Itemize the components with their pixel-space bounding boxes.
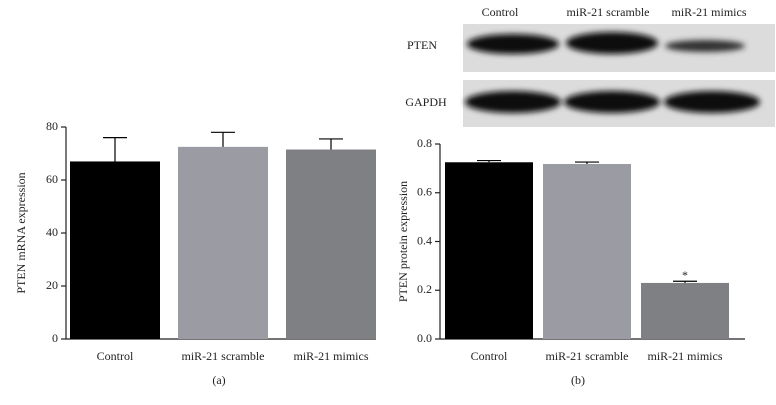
y-tick-label: 20	[46, 278, 58, 292]
x-tick-label: Control	[97, 349, 134, 363]
bar	[445, 162, 533, 339]
western-blot: Control miR-21 scramble miR-21 mimics PT…	[405, 5, 775, 127]
band	[465, 91, 561, 113]
y-tick-label: 80	[46, 119, 58, 133]
band	[467, 34, 559, 54]
lane-label: miR-21 mimics	[672, 5, 747, 19]
y-axis-label: PTEN mRNA expression	[14, 172, 28, 293]
y-tick-label: 0.2	[417, 282, 432, 296]
row-label: PTEN	[407, 38, 437, 52]
significance-marker: *	[682, 268, 688, 282]
y-tick-label: 0.4	[417, 233, 432, 247]
y-tick-label: 0.6	[417, 185, 432, 199]
row-label: GAPDH	[405, 95, 447, 109]
caption: (a)	[212, 373, 225, 387]
bar	[543, 163, 631, 339]
bar	[286, 149, 376, 339]
x-tick-label: miR-21 mimics	[648, 349, 723, 363]
y-tick-label: 0.0	[417, 331, 432, 345]
x-tick-label: miR-21 mimics	[294, 349, 369, 363]
band	[566, 32, 658, 54]
lane-label: miR-21 scramble	[567, 5, 650, 19]
y-axis-label: PTEN protein expression	[396, 181, 410, 302]
x-tick-label: Control	[471, 349, 508, 363]
y-tick-label: 0	[52, 331, 58, 345]
bar	[70, 161, 160, 339]
band	[564, 91, 660, 113]
bar	[641, 282, 729, 339]
x-tick-label: miR-21 scramble	[182, 349, 265, 363]
y-tick-label: 0.8	[417, 136, 432, 150]
band	[664, 91, 760, 113]
band	[665, 40, 745, 52]
caption: (b)	[571, 373, 585, 387]
x-tick-label: miR-21 scramble	[546, 349, 629, 363]
lane-label: Control	[482, 5, 519, 19]
y-tick-label: 40	[46, 225, 58, 239]
bar	[178, 146, 268, 339]
y-tick-label: 60	[46, 172, 58, 186]
